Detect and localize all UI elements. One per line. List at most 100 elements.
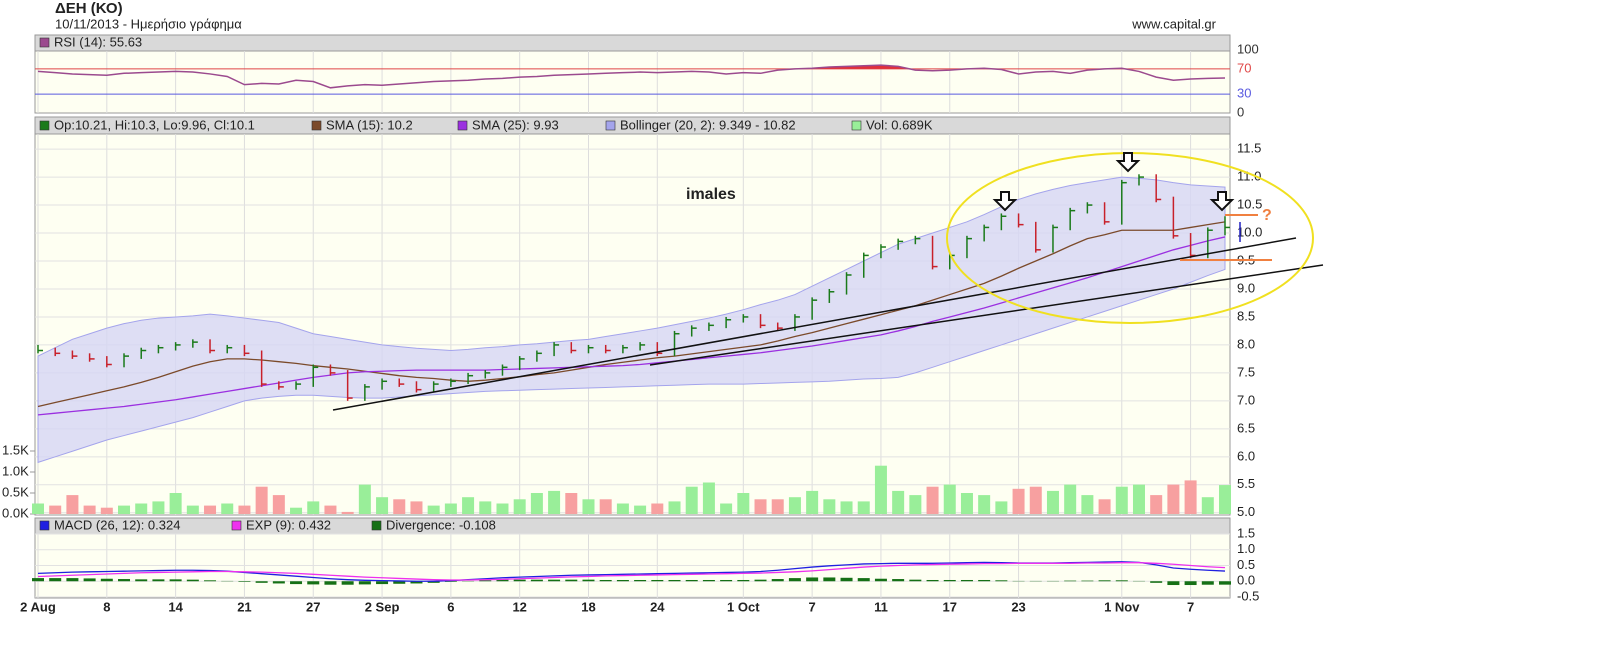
chart-title: ΔΕΗ (ΚΟ) <box>55 0 123 17</box>
x-tick-label: 8 <box>103 599 110 614</box>
divergence-bar <box>324 581 336 584</box>
divergence-bar <box>978 580 990 581</box>
macd-tick-label: 0.5 <box>1237 557 1255 572</box>
legend-label: Bollinger (20, 2): 9.349 - 10.82 <box>620 117 796 132</box>
volume-bar <box>410 501 422 514</box>
legend-swatch <box>232 521 241 530</box>
divergence-bar <box>376 581 388 584</box>
volume-bar <box>909 495 921 514</box>
volume-bar <box>565 493 577 514</box>
legend-label: SMA (15): 10.2 <box>326 117 413 132</box>
volume-bar <box>1064 485 1076 514</box>
divergence-bar <box>1167 581 1179 585</box>
rsi-tick-label: 0 <box>1237 104 1244 119</box>
volume-bar <box>324 506 336 514</box>
volume-bar <box>531 493 543 514</box>
volume-bar <box>152 501 164 514</box>
volume-bar <box>789 497 801 514</box>
price-tick-label: 6.5 <box>1237 420 1255 435</box>
legend-swatch <box>852 121 861 130</box>
price-tick-label: 10.5 <box>1237 196 1262 211</box>
legend-swatch <box>606 121 615 130</box>
legend-swatch <box>40 521 49 530</box>
divergence-bar <box>1202 581 1214 584</box>
divergence-bar <box>1081 581 1093 582</box>
price-tick-label: 8.0 <box>1237 336 1255 351</box>
annotation-text: imales <box>686 186 736 203</box>
x-tick-label: 14 <box>168 599 183 614</box>
volume-bar <box>720 504 732 515</box>
volume-bar <box>858 501 870 514</box>
macd-legend-strip <box>35 518 1230 534</box>
volume-tick-label: 0.5K <box>2 484 29 499</box>
divergence-bar <box>342 581 354 584</box>
legend-label: RSI (14): 55.63 <box>54 34 142 49</box>
macd-tick-label: 1.5 <box>1237 525 1255 540</box>
volume-bar <box>479 501 491 514</box>
price-tick-label: 6.0 <box>1237 448 1255 463</box>
divergence-bar <box>823 577 835 581</box>
volume-bar <box>256 487 268 514</box>
volume-bar <box>1030 487 1042 514</box>
divergence-bar <box>1099 580 1111 581</box>
volume-bar <box>944 485 956 514</box>
divergence-bar <box>858 578 870 581</box>
divergence-bar <box>66 578 78 581</box>
divergence-bar <box>118 579 130 581</box>
volume-bar <box>1099 499 1111 514</box>
volume-bar <box>514 499 526 514</box>
divergence-bar <box>1185 581 1197 585</box>
divergence-bar <box>927 580 939 581</box>
x-tick-label: 21 <box>237 599 251 614</box>
volume-bar <box>462 497 474 514</box>
rsi-legend-strip <box>35 35 1230 51</box>
source: www.capital.gr <box>1131 16 1216 31</box>
volume-bar <box>1047 491 1059 514</box>
volume-bar <box>273 495 285 514</box>
legend-swatch <box>312 121 321 130</box>
divergence-bar <box>686 580 698 581</box>
volume-bar <box>669 501 681 514</box>
volume-bar <box>582 499 594 514</box>
divergence-bar <box>514 580 526 582</box>
divergence-bar <box>789 578 801 581</box>
divergence-bar <box>772 579 784 581</box>
volume-bar <box>927 487 939 514</box>
volume-bar <box>1081 495 1093 514</box>
divergence-bar <box>135 579 147 581</box>
volume-bar <box>170 493 182 514</box>
volume-bar <box>187 506 199 514</box>
divergence-bar <box>634 580 646 581</box>
divergence-bar <box>617 580 629 581</box>
volume-bar <box>755 499 767 514</box>
price-tick-label: 5.0 <box>1237 504 1255 519</box>
legend-swatch <box>40 121 49 130</box>
volume-bar <box>978 495 990 514</box>
price-tick-label: 9.0 <box>1237 280 1255 295</box>
divergence-bar <box>101 579 113 582</box>
divergence-bar <box>238 581 250 582</box>
divergence-bar <box>600 580 612 581</box>
divergence-bar <box>1116 580 1128 581</box>
volume-bar <box>428 506 440 514</box>
volume-tick-label: 0.0K <box>2 505 29 520</box>
divergence-bar <box>531 580 543 582</box>
divergence-bar <box>565 580 577 582</box>
volume-bar <box>359 485 371 514</box>
volume-bar <box>995 501 1007 514</box>
x-tick-label: 1 Nov <box>1104 599 1140 614</box>
volume-tick-label: 1.0K <box>2 463 29 478</box>
x-tick-label: 1 Oct <box>727 599 760 614</box>
x-tick-label: 27 <box>306 599 320 614</box>
legend-swatch <box>40 38 49 47</box>
volume-bar <box>961 493 973 514</box>
legend-label: MACD (26, 12): 0.324 <box>54 517 180 532</box>
divergence-bar <box>84 578 96 581</box>
divergence-bar <box>548 580 560 582</box>
macd-tick-label: 1.0 <box>1237 541 1255 556</box>
volume-bar <box>118 506 130 514</box>
divergence-bar <box>1064 581 1076 582</box>
divergence-bar <box>909 580 921 582</box>
volume-bar <box>496 504 508 515</box>
